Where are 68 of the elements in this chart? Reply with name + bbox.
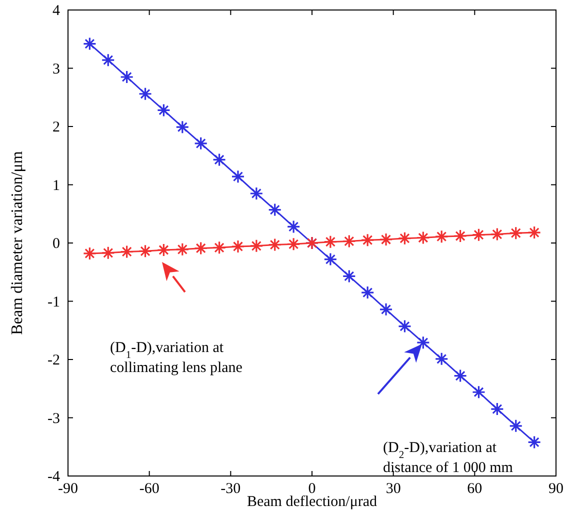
y-tick-label: -1 xyxy=(48,294,60,310)
point xyxy=(342,234,356,248)
y-axis-title: Beam diameter variation/μm xyxy=(9,150,26,335)
x-tick-label: 30 xyxy=(386,481,401,497)
point xyxy=(434,352,448,366)
point xyxy=(82,36,96,51)
point xyxy=(360,286,374,300)
point xyxy=(472,385,486,399)
y-tick-label: 1 xyxy=(52,178,60,194)
point xyxy=(416,230,430,245)
point xyxy=(490,402,504,416)
point xyxy=(528,226,542,240)
point xyxy=(324,252,338,266)
point xyxy=(379,302,393,316)
x-axis-title: Beam deflection/μrad xyxy=(246,494,378,510)
annotation: (D$_{2}$-D),variation at distance of 1 000 mm xyxy=(383,440,514,476)
x-tick-label: -90 xyxy=(58,481,78,497)
y-tick-label: 2 xyxy=(52,120,60,136)
point xyxy=(324,235,338,249)
y-tick-label: -4 xyxy=(48,469,60,485)
y-tick-label: -3 xyxy=(48,410,60,427)
point xyxy=(490,227,504,242)
point xyxy=(416,336,430,350)
point xyxy=(138,244,152,258)
point xyxy=(231,240,245,254)
point xyxy=(176,120,190,134)
point xyxy=(454,369,468,383)
point xyxy=(286,220,300,234)
point xyxy=(156,243,170,257)
point xyxy=(472,228,486,242)
x-tick-label: 90 xyxy=(548,481,564,497)
x-tick-label: 60 xyxy=(467,481,482,497)
point xyxy=(231,170,245,184)
point xyxy=(250,186,264,200)
point xyxy=(268,203,282,217)
point xyxy=(454,229,468,243)
point xyxy=(194,136,208,150)
x-tick-label: -30 xyxy=(220,481,241,497)
x-tick-label: 0 xyxy=(308,481,316,497)
point xyxy=(434,230,448,244)
point xyxy=(398,319,412,334)
point xyxy=(120,70,134,84)
y-tick-label: 0 xyxy=(52,236,60,252)
point xyxy=(194,241,208,256)
point xyxy=(528,435,542,450)
point xyxy=(509,226,523,240)
point xyxy=(176,242,190,256)
point xyxy=(212,240,226,254)
point xyxy=(250,239,264,253)
point xyxy=(360,233,374,247)
point xyxy=(212,152,226,166)
point xyxy=(156,103,170,117)
point xyxy=(101,246,115,260)
point xyxy=(101,53,115,67)
annotation: (D$_{1}$-D),variation at collimating lens plane xyxy=(110,340,243,376)
point xyxy=(120,244,134,259)
point xyxy=(286,237,300,251)
point xyxy=(82,246,96,260)
y-tick-label: -2 xyxy=(48,352,60,368)
point xyxy=(398,232,412,246)
y-tick-label: 4 xyxy=(52,3,60,19)
x-tick-label: -60 xyxy=(139,481,160,497)
point xyxy=(342,269,356,284)
point xyxy=(138,87,152,101)
point xyxy=(509,419,523,433)
y-tick-label: 3 xyxy=(52,61,60,78)
point xyxy=(379,232,393,246)
point xyxy=(268,238,282,252)
